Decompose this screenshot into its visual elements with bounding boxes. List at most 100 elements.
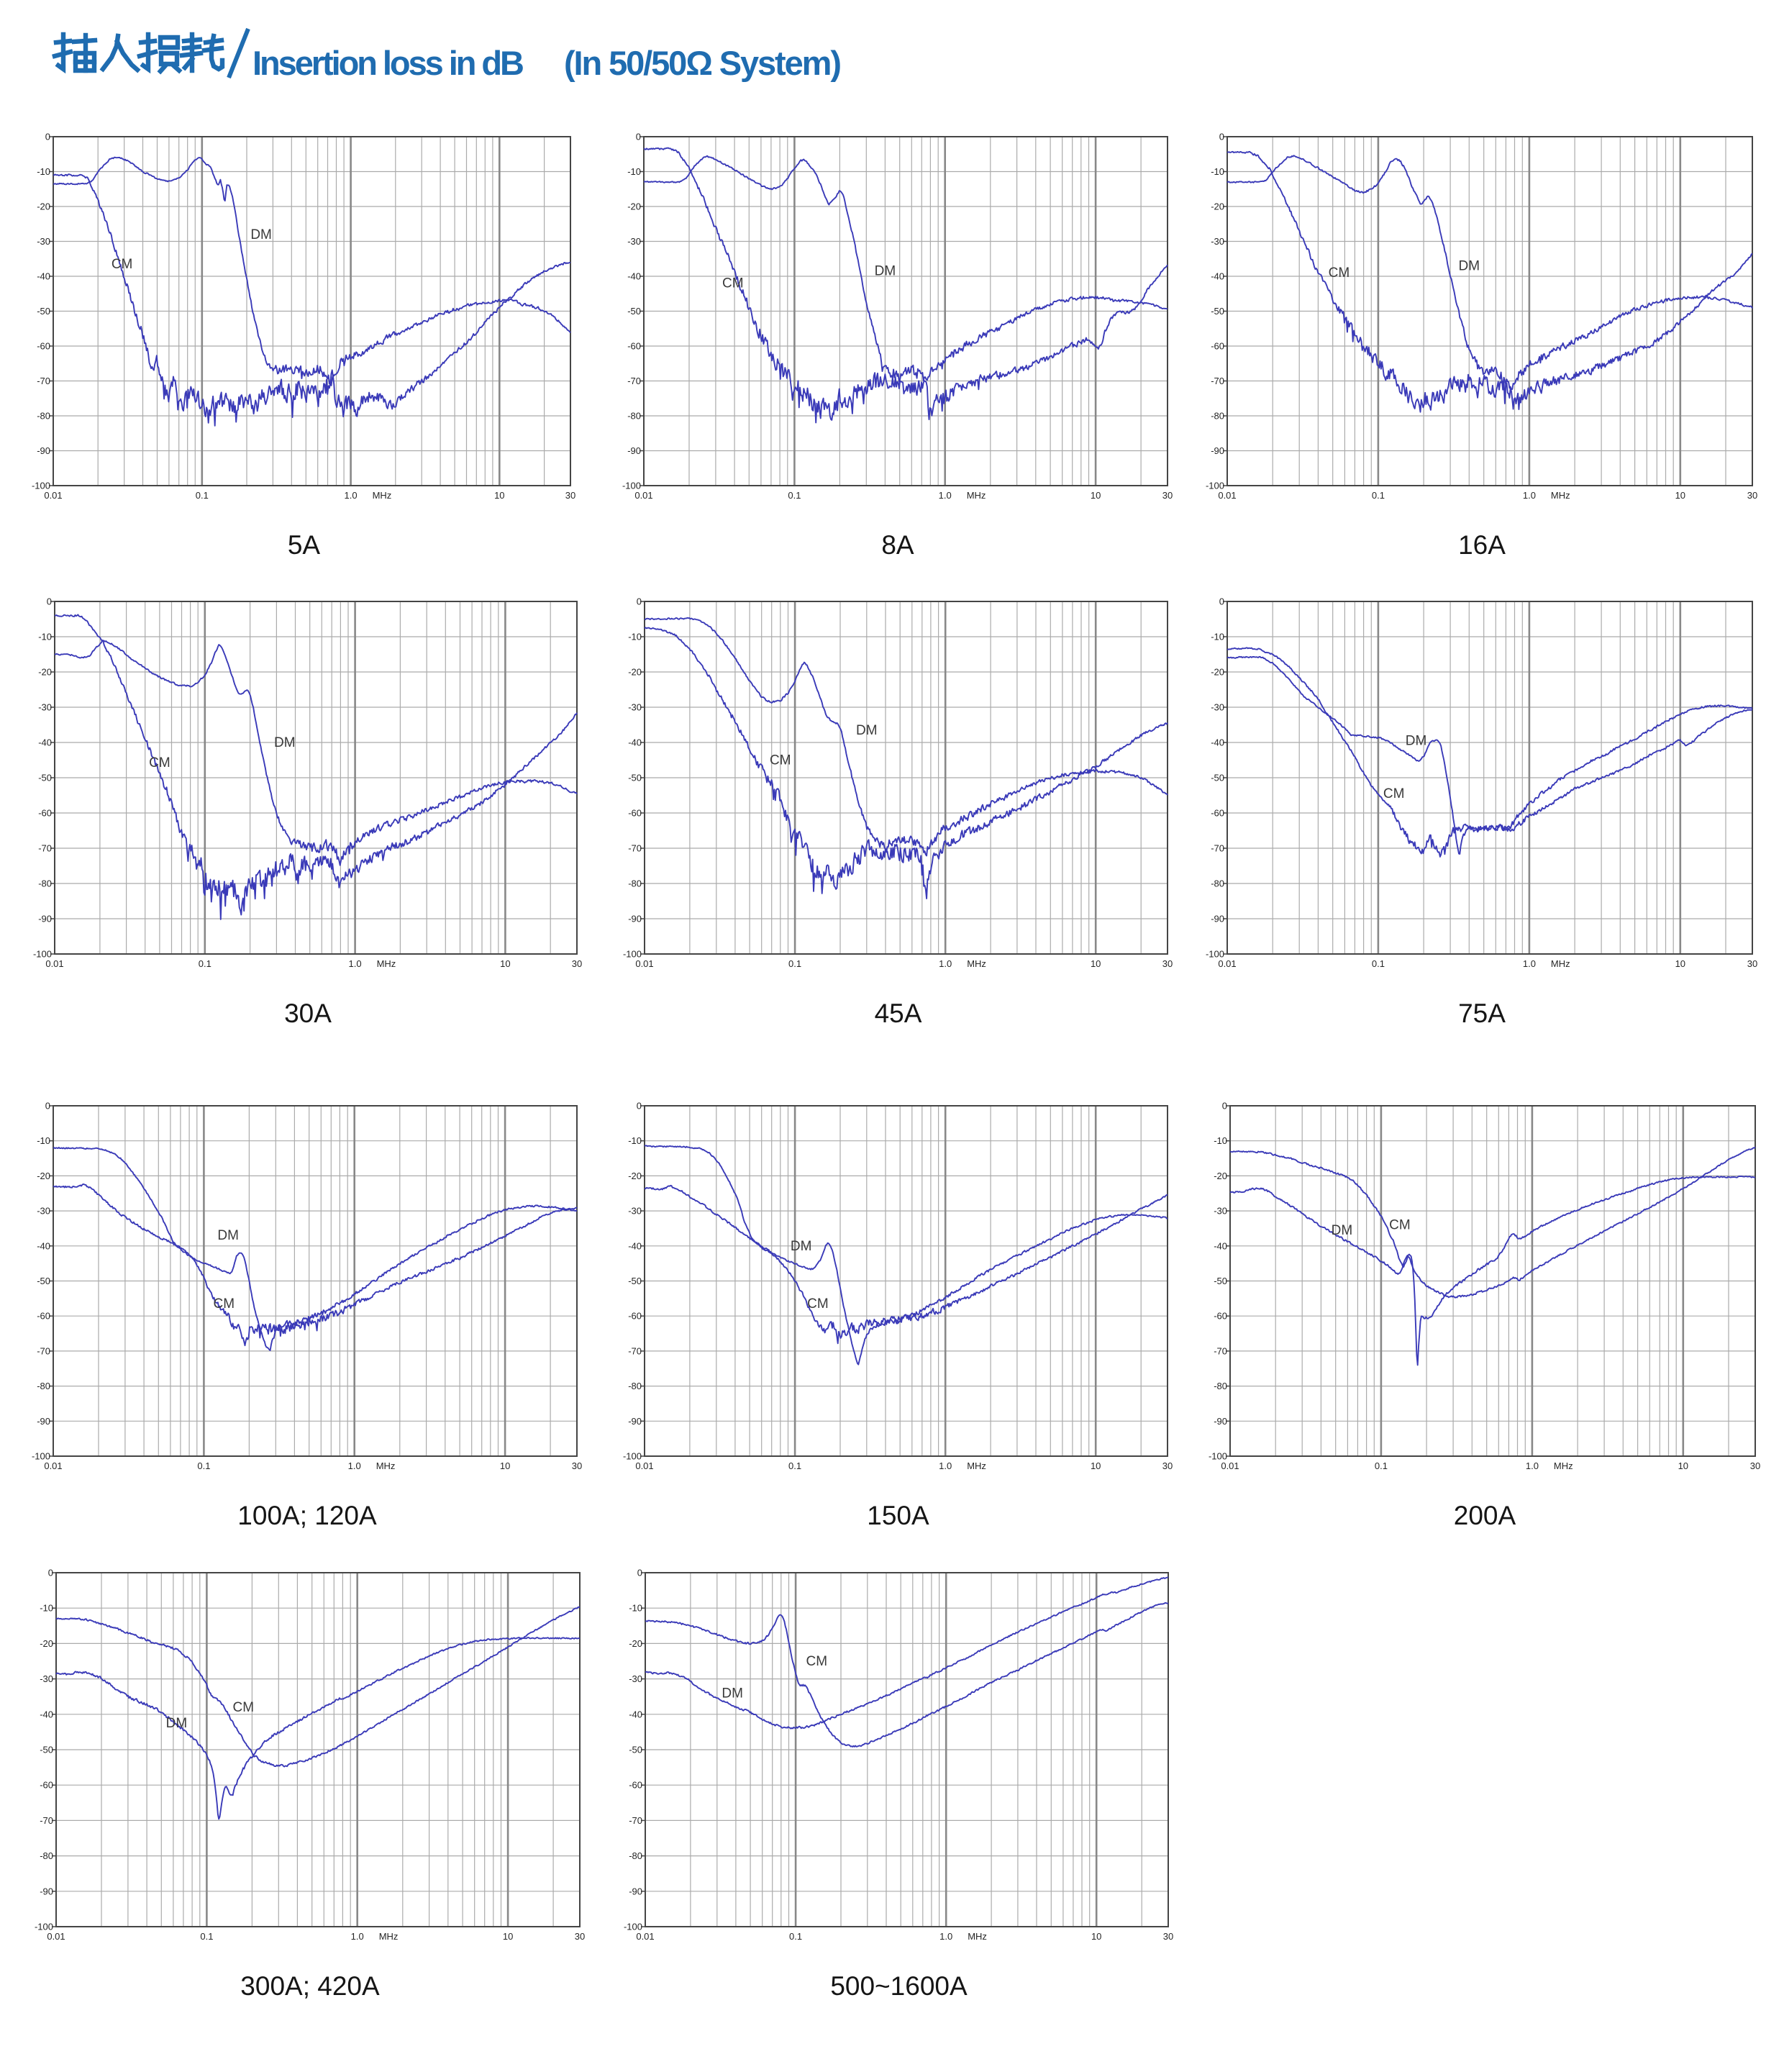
- svg-text:-60: -60: [1211, 808, 1224, 819]
- svg-text:-40: -40: [40, 1709, 53, 1719]
- svg-text:200A: 200A: [1454, 1501, 1516, 1530]
- svg-text:0.1: 0.1: [788, 490, 801, 501]
- svg-text:100A; 120A: 100A; 120A: [237, 1501, 377, 1530]
- svg-text:-90: -90: [1214, 1416, 1227, 1427]
- svg-text:0: 0: [637, 1101, 642, 1112]
- svg-text:-80: -80: [629, 1850, 642, 1861]
- svg-text:-60: -60: [1211, 341, 1224, 352]
- svg-text:30: 30: [1162, 958, 1173, 969]
- svg-text:-30: -30: [40, 1673, 53, 1684]
- svg-text:-40: -40: [1214, 1240, 1227, 1251]
- svg-text:-90: -90: [628, 1416, 642, 1427]
- svg-text:-20: -20: [628, 1171, 642, 1181]
- svg-text:30: 30: [572, 958, 582, 969]
- svg-text:-60: -60: [40, 1780, 53, 1791]
- svg-text:30: 30: [1747, 490, 1757, 501]
- svg-text:0.1: 0.1: [196, 490, 209, 501]
- svg-text:5A: 5A: [288, 530, 321, 560]
- svg-text:-100: -100: [622, 481, 641, 491]
- svg-text:0: 0: [1222, 1101, 1227, 1112]
- svg-text:Insertion loss in dB: Insertion loss in dB: [252, 44, 524, 82]
- svg-text:-90: -90: [37, 445, 50, 456]
- svg-text:MHz: MHz: [1551, 958, 1570, 969]
- svg-text:-70: -70: [1211, 843, 1224, 854]
- svg-text:-50: -50: [40, 1745, 53, 1755]
- svg-text:-30: -30: [1211, 236, 1224, 247]
- svg-text:10: 10: [1675, 490, 1685, 501]
- svg-text:0.01: 0.01: [47, 1931, 65, 1942]
- svg-text:0.1: 0.1: [200, 1931, 213, 1942]
- svg-text:-10: -10: [1214, 1135, 1227, 1146]
- svg-text:-50: -50: [1211, 773, 1224, 783]
- svg-text:30: 30: [1162, 1460, 1173, 1471]
- svg-text:-30: -30: [37, 1206, 50, 1217]
- svg-text:1.0: 1.0: [939, 1460, 952, 1471]
- svg-text:-70: -70: [628, 1345, 642, 1356]
- svg-text:-10: -10: [37, 1135, 50, 1146]
- svg-text:8A: 8A: [881, 530, 914, 560]
- svg-text:0: 0: [1219, 132, 1224, 142]
- svg-text:-60: -60: [1214, 1311, 1227, 1322]
- svg-text:1.0: 1.0: [1523, 490, 1536, 501]
- svg-text:1.0: 1.0: [1526, 1460, 1539, 1471]
- svg-text:0.01: 0.01: [634, 490, 652, 501]
- svg-text:-40: -40: [38, 737, 52, 748]
- svg-text:CM: CM: [149, 755, 170, 771]
- svg-text:10: 10: [500, 1460, 510, 1471]
- svg-text:10: 10: [500, 958, 510, 969]
- svg-text:-100: -100: [35, 1922, 53, 1932]
- svg-text:-80: -80: [627, 411, 641, 422]
- svg-text:MHz: MHz: [1554, 1460, 1573, 1471]
- svg-text:-40: -40: [628, 1240, 642, 1251]
- svg-text:-50: -50: [627, 306, 641, 317]
- svg-text:-80: -80: [37, 1381, 50, 1391]
- svg-text:DM: DM: [250, 227, 272, 242]
- svg-text:30: 30: [1747, 958, 1757, 969]
- svg-text:0.01: 0.01: [635, 1460, 653, 1471]
- svg-text:0.1: 0.1: [788, 1460, 801, 1471]
- svg-text:-50: -50: [629, 1745, 642, 1755]
- svg-text:-80: -80: [40, 1850, 53, 1861]
- svg-text:-90: -90: [37, 1416, 50, 1427]
- svg-text:MHz: MHz: [967, 1460, 986, 1471]
- svg-text:-40: -40: [628, 737, 642, 748]
- svg-text:0: 0: [636, 132, 641, 142]
- svg-text:-20: -20: [1211, 201, 1224, 212]
- svg-text:0.01: 0.01: [1218, 958, 1236, 969]
- svg-text:500~1600A: 500~1600A: [830, 1971, 968, 2001]
- svg-text:-50: -50: [37, 306, 50, 317]
- svg-text:DM: DM: [856, 723, 878, 738]
- svg-text:-60: -60: [38, 808, 52, 819]
- svg-text:-90: -90: [627, 445, 641, 456]
- svg-text:DM: DM: [722, 1686, 743, 1701]
- svg-text:-100: -100: [1206, 481, 1224, 491]
- svg-text:-60: -60: [627, 341, 641, 352]
- svg-text:MHz: MHz: [376, 1460, 396, 1471]
- svg-text:1.0: 1.0: [349, 958, 362, 969]
- svg-text:-100: -100: [623, 1451, 642, 1462]
- svg-text:-20: -20: [628, 667, 642, 678]
- svg-text:0.01: 0.01: [45, 958, 63, 969]
- svg-text:-30: -30: [627, 236, 641, 247]
- svg-text:-100: -100: [1209, 1451, 1227, 1462]
- svg-text:CM: CM: [112, 257, 133, 272]
- svg-text:MHz: MHz: [968, 1931, 987, 1942]
- svg-text:1.0: 1.0: [939, 1931, 952, 1942]
- svg-text:-70: -70: [627, 376, 641, 386]
- svg-text:1.0: 1.0: [345, 490, 358, 501]
- svg-text:1.0: 1.0: [1523, 958, 1536, 969]
- svg-text:-50: -50: [38, 773, 52, 783]
- svg-text:-100: -100: [32, 481, 50, 491]
- svg-text:-60: -60: [37, 341, 50, 352]
- svg-text:-20: -20: [1211, 667, 1224, 678]
- svg-text:300A; 420A: 300A; 420A: [240, 1971, 380, 2001]
- svg-text:CM: CM: [233, 1700, 255, 1715]
- svg-text:10: 10: [494, 490, 504, 501]
- svg-text:-10: -10: [1211, 632, 1224, 642]
- svg-text:-80: -80: [1211, 411, 1224, 422]
- svg-text:0.01: 0.01: [44, 1460, 62, 1471]
- svg-text:10: 10: [1091, 1460, 1101, 1471]
- svg-text:0.01: 0.01: [1221, 1460, 1239, 1471]
- svg-text:1.0: 1.0: [351, 1931, 364, 1942]
- svg-text:30: 30: [575, 1931, 585, 1942]
